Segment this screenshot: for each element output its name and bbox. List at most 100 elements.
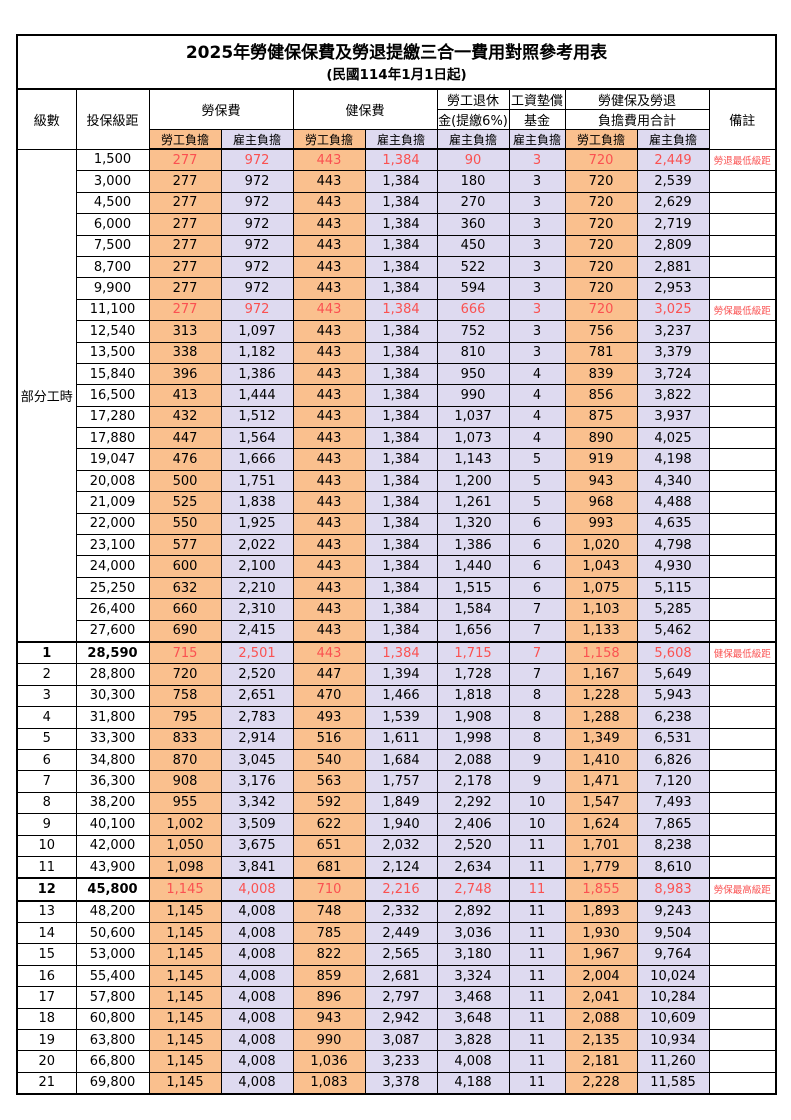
labor-employee-cell: 277 xyxy=(148,255,222,279)
labor-employer-cell: 1,751 xyxy=(220,469,294,493)
bracket-cell: 13,500 xyxy=(75,341,150,364)
title-row: 2025年勞健保保費及勞退提繳三合一費用對照參考用表 (民國114年1月1日起) xyxy=(16,34,777,90)
labor-employee-cell: 1,002 xyxy=(148,813,222,836)
total-employee-cell: 720 xyxy=(564,148,638,172)
level-cell: 12 xyxy=(16,877,77,902)
health-employee-cell: 622 xyxy=(292,813,366,836)
note-cell xyxy=(708,964,777,988)
table-row: 12,540 313 1,097 443 1,384 752 3 756 3,237 xyxy=(17,320,777,343)
level-cell: 21 xyxy=(16,1071,77,1095)
labor-employee-cell: 1,145 xyxy=(148,1029,222,1052)
level-cell: 19 xyxy=(16,1029,77,1052)
header-pension-line1: 勞工退休 xyxy=(436,88,510,110)
header-labor-insurance: 勞保費 xyxy=(148,88,294,130)
labor-employer-cell: 1,182 xyxy=(220,341,294,364)
pension-employer-cell: 666 xyxy=(436,298,510,322)
total-employee-cell: 919 xyxy=(564,448,638,471)
health-employer-cell: 1,384 xyxy=(364,512,438,536)
labor-employee-cell: 500 xyxy=(148,469,222,493)
note-cell: 勞保最高級距 xyxy=(708,877,777,902)
note-cell xyxy=(708,534,777,557)
bracket-cell: 21,009 xyxy=(75,491,150,514)
labor-employer-cell: 2,100 xyxy=(220,555,294,578)
table-row: 14 50,600 1,145 4,008 785 2,449 3,036 11 1,930 9,… xyxy=(16,922,777,945)
wage-fund-employer-cell: 6 xyxy=(508,534,566,557)
labor-employee-cell: 476 xyxy=(148,448,222,471)
labor-employer-cell: 4,008 xyxy=(220,922,294,945)
table-row: 24,000 600 2,100 443 1,384 1,440 6 1,043 4,930 xyxy=(17,555,777,578)
total-employee-cell: 1,075 xyxy=(564,576,638,600)
labor-employer-cell: 4,008 xyxy=(220,1050,294,1073)
note-cell xyxy=(708,770,777,793)
total-employee-cell: 2,228 xyxy=(564,1071,638,1095)
pension-employer-cell: 522 xyxy=(436,255,510,279)
table-row: 19 63,800 1,145 4,008 990 3,087 3,828 11 2,135 10… xyxy=(16,1029,777,1052)
labor-employee-cell: 1,145 xyxy=(148,1071,222,1095)
pension-employer-cell: 360 xyxy=(436,213,510,236)
total-employer-cell: 7,120 xyxy=(636,770,710,793)
total-employee-cell: 890 xyxy=(564,427,638,450)
pension-employer-cell: 1,515 xyxy=(436,576,510,600)
wage-fund-employer-cell: 4 xyxy=(508,362,566,386)
wage-fund-employer-cell: 11 xyxy=(508,964,566,988)
health-employee-cell: 443 xyxy=(292,213,366,236)
labor-employer-cell: 2,415 xyxy=(220,619,294,643)
bracket-cell: 50,600 xyxy=(75,922,150,945)
note-cell xyxy=(708,813,777,836)
note-cell xyxy=(708,834,777,857)
health-employer-cell: 1,539 xyxy=(364,706,438,729)
health-employer-cell: 1,384 xyxy=(364,298,438,322)
table-row: 部分工時 1,500 277 972 443 1,384 90 3 720 2,449 勞退最低級距 xyxy=(16,148,777,643)
labor-employer-cell: 4,008 xyxy=(220,964,294,988)
table-row: 13,500 338 1,182 443 1,384 810 3 781 3,379 xyxy=(17,341,777,364)
bracket-cell: 43,900 xyxy=(75,855,150,879)
labor-employer-cell: 3,509 xyxy=(220,813,294,836)
labor-employee-cell: 277 xyxy=(148,170,222,193)
labor-employer-cell: 972 xyxy=(220,213,294,236)
health-employee-cell: 748 xyxy=(292,900,366,924)
bracket-cell: 23,100 xyxy=(75,534,150,557)
header-pension-line2: 金(提繳6%) xyxy=(436,109,510,130)
labor-employee-cell: 277 xyxy=(148,191,222,215)
table-row: 12 45,800 1,145 4,008 710 2,216 2,748 11 1,855 8,… xyxy=(16,877,777,902)
total-employer-cell: 6,826 xyxy=(636,748,710,772)
level-cell: 17 xyxy=(16,986,77,1009)
total-employee-cell: 1,410 xyxy=(564,748,638,772)
note-cell xyxy=(708,191,777,215)
health-employer-cell: 1,384 xyxy=(364,534,438,557)
labor-employer-cell: 4,008 xyxy=(220,900,294,924)
labor-employer-cell: 972 xyxy=(220,148,294,172)
level-cell: 8 xyxy=(16,791,77,815)
wage-fund-employer-cell: 3 xyxy=(508,213,566,236)
table-row: 7 36,300 908 3,176 563 1,757 2,178 9 1,471 7,120 xyxy=(16,770,777,793)
labor-employer-cell: 1,838 xyxy=(220,491,294,514)
pension-employer-cell: 1,656 xyxy=(436,619,510,643)
total-employee-cell: 1,043 xyxy=(564,555,638,578)
pension-employer-cell: 1,386 xyxy=(436,534,510,557)
total-employee-cell: 720 xyxy=(564,255,638,279)
wage-fund-employer-cell: 7 xyxy=(508,663,566,686)
table-row: 4,500 277 972 443 1,384 270 3 720 2,629 xyxy=(17,191,777,215)
bracket-cell: 66,800 xyxy=(75,1050,150,1073)
labor-employer-cell: 1,512 xyxy=(220,405,294,429)
labor-employer-cell: 4,008 xyxy=(220,1071,294,1095)
bracket-cell: 7,500 xyxy=(75,234,150,257)
table-row: 16,500 413 1,444 443 1,384 990 4 856 3,822 xyxy=(17,384,777,407)
labor-employee-cell: 396 xyxy=(148,362,222,386)
wage-fund-employer-cell: 11 xyxy=(508,1029,566,1052)
total-employee-cell: 720 xyxy=(564,298,638,322)
table-row: 10 42,000 1,050 3,675 651 2,032 2,520 11 1,701 8,… xyxy=(16,834,777,857)
total-employee-cell: 1,779 xyxy=(564,855,638,879)
total-employer-cell: 4,198 xyxy=(636,448,710,471)
note-cell: 勞保最低級距 xyxy=(708,298,777,322)
total-employee-cell: 1,855 xyxy=(564,877,638,902)
wage-fund-employer-cell: 7 xyxy=(508,640,566,665)
health-employee-cell: 443 xyxy=(292,170,366,193)
labor-employer-cell: 3,841 xyxy=(220,855,294,879)
total-employee-cell: 993 xyxy=(564,512,638,536)
total-employee-cell: 875 xyxy=(564,405,638,429)
health-employee-cell: 943 xyxy=(292,1007,366,1031)
level-cell: 10 xyxy=(16,834,77,857)
health-employer-cell: 1,384 xyxy=(364,619,438,643)
